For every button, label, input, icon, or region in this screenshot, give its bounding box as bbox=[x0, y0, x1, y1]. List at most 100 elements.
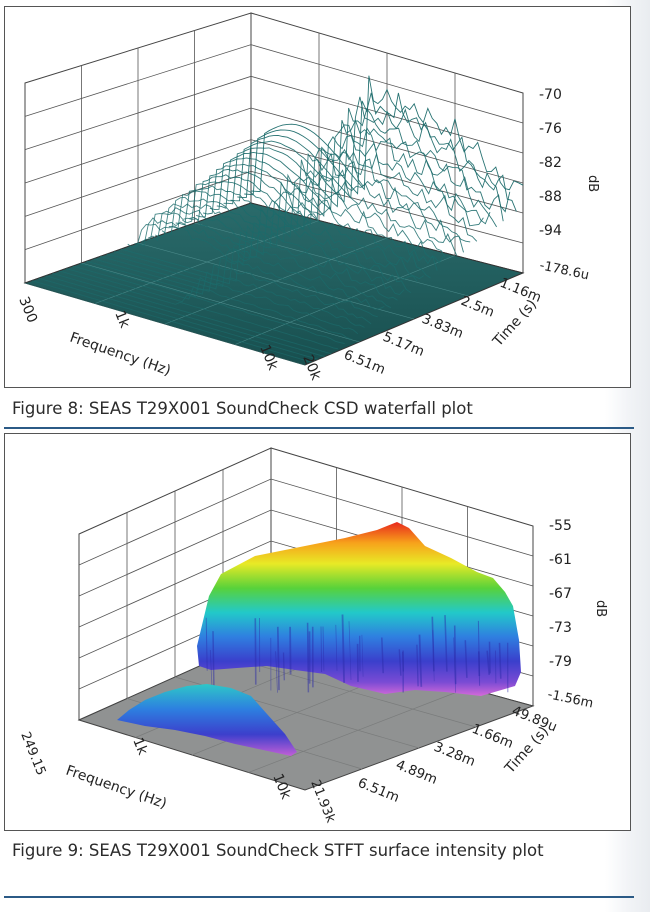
waterfall-trace bbox=[223, 119, 497, 228]
surface-streak bbox=[254, 618, 257, 685]
figure-9-frame: -55 -61 -67 -73 -79 -1.56m dB 49.89u 1.6… bbox=[4, 433, 631, 831]
waterfall-trace bbox=[141, 207, 418, 282]
grid-line bbox=[24, 75, 524, 154]
surface-streak bbox=[322, 626, 325, 671]
surface-streak bbox=[341, 614, 346, 683]
waterfall-trace bbox=[168, 173, 445, 264]
surface-streak bbox=[205, 617, 208, 671]
grid-line bbox=[24, 107, 524, 184]
frequency-axis-label: Frequency (Hz) bbox=[68, 330, 173, 380]
waterfall-trace bbox=[148, 199, 425, 280]
waterfall-trace bbox=[93, 258, 372, 325]
waterfall-trace bbox=[107, 248, 385, 310]
waterfall-trace bbox=[237, 96, 511, 213]
db-tick: -82 bbox=[539, 155, 562, 171]
surface-streaks bbox=[205, 614, 509, 694]
waterfall-trace bbox=[196, 147, 471, 243]
waterfall-trace bbox=[38, 277, 319, 360]
surface-secondary bbox=[117, 684, 297, 756]
frequency-axis-label: Frequency (Hz) bbox=[64, 763, 169, 813]
waterfall-trace bbox=[230, 107, 504, 222]
surface-streak bbox=[209, 649, 213, 688]
surface-streak bbox=[306, 622, 310, 693]
db-tick: -76 bbox=[539, 121, 562, 137]
waterfall-trace bbox=[45, 275, 325, 358]
waterfall-trace bbox=[154, 191, 431, 279]
grid-lines bbox=[24, 30, 524, 263]
surface-streak bbox=[432, 630, 435, 682]
surface-streak bbox=[477, 620, 481, 686]
caption-rule bbox=[4, 896, 634, 898]
db-tick: -67 bbox=[549, 586, 572, 602]
waterfall-trace bbox=[244, 92, 517, 212]
frequency-tick: 1k bbox=[129, 736, 151, 759]
db-tick: -79 bbox=[549, 654, 572, 670]
surface-streak bbox=[381, 637, 384, 674]
floor-grid bbox=[81, 220, 469, 345]
frequency-tick: 21.93k bbox=[307, 778, 338, 826]
db-tick: -55 bbox=[549, 518, 572, 534]
time-axis-label: Time (s) bbox=[489, 297, 540, 351]
db-tick: -94 bbox=[539, 223, 562, 239]
surface-streak bbox=[398, 649, 402, 676]
waterfall-trace bbox=[134, 217, 411, 293]
db-axis: -70 -76 -82 -88 -94 -178.6u dB bbox=[538, 87, 600, 283]
surface-streak bbox=[418, 634, 423, 687]
surface-streak bbox=[486, 650, 491, 675]
db-tick: -70 bbox=[539, 87, 562, 103]
surface-streak bbox=[498, 642, 502, 679]
surface-streak bbox=[348, 621, 352, 681]
waterfall-trace bbox=[72, 265, 352, 340]
surface-streak bbox=[488, 641, 491, 674]
waterfall-trace bbox=[120, 231, 398, 301]
grid-line bbox=[24, 44, 524, 124]
surface-streak bbox=[282, 652, 285, 681]
db-tick: -61 bbox=[549, 552, 572, 568]
waterfall-trace bbox=[79, 263, 359, 335]
waterfall-chart: -70 -76 -82 -88 -94 -178.6u dB 1.16m 2.5… bbox=[15, 12, 600, 383]
waterfall-trace bbox=[86, 260, 365, 328]
floor-grid-line bbox=[234, 255, 456, 345]
surface-streak bbox=[431, 616, 435, 672]
figure-8-caption: Figure 8: SEAS T29X001 SoundCheck CSD wa… bbox=[12, 399, 473, 418]
waterfall-trace bbox=[250, 75, 524, 193]
db-axis: -55 -61 -67 -73 -79 -1.56m dB bbox=[546, 518, 608, 712]
waterfall-trace bbox=[161, 181, 438, 271]
waterfall-trace bbox=[113, 243, 392, 309]
surface-streak bbox=[320, 626, 323, 673]
waterfall-trace bbox=[100, 255, 378, 318]
floor-grid-line bbox=[137, 242, 415, 320]
waterfall-trace bbox=[175, 174, 451, 260]
surface-streak bbox=[477, 651, 481, 677]
chart-box bbox=[23, 12, 525, 366]
figure-8-frame: -70 -76 -82 -88 -94 -178.6u dB 1.16m 2.5… bbox=[4, 6, 631, 388]
time-tick: 6.51m bbox=[356, 775, 402, 806]
caption-rule bbox=[4, 427, 634, 429]
surface-streak bbox=[464, 640, 468, 678]
surface-streak bbox=[212, 631, 215, 694]
surface-streak bbox=[276, 626, 280, 691]
floor-grid-line bbox=[222, 655, 477, 728]
grid-line bbox=[24, 170, 524, 251]
waterfall-trace bbox=[59, 270, 339, 350]
waterfall-traces bbox=[24, 75, 524, 366]
time-tick: 1.66m bbox=[470, 721, 516, 752]
waterfall-trace bbox=[216, 124, 491, 225]
db-tick: -88 bbox=[539, 189, 562, 205]
db-axis-label: dB bbox=[585, 175, 600, 192]
waterfall-trace bbox=[127, 223, 405, 296]
time-tick: 3.83m bbox=[420, 311, 466, 342]
time-tick: 6.51m bbox=[342, 347, 388, 378]
grid-line bbox=[24, 139, 524, 217]
grid-line bbox=[78, 478, 534, 566]
surface-streak bbox=[453, 625, 457, 685]
db-tick: -178.6u bbox=[538, 258, 590, 283]
db-tick: -73 bbox=[549, 620, 572, 636]
surface-main bbox=[197, 522, 521, 696]
surface-chart: -55 -61 -67 -73 -79 -1.56m dB 49.89u 1.6… bbox=[17, 447, 608, 826]
time-tick: 5.17m bbox=[381, 329, 427, 360]
surface-streak bbox=[289, 626, 292, 675]
waterfall-trace bbox=[189, 152, 464, 253]
waterfall-trace bbox=[31, 280, 312, 363]
surface-streak bbox=[335, 624, 338, 671]
